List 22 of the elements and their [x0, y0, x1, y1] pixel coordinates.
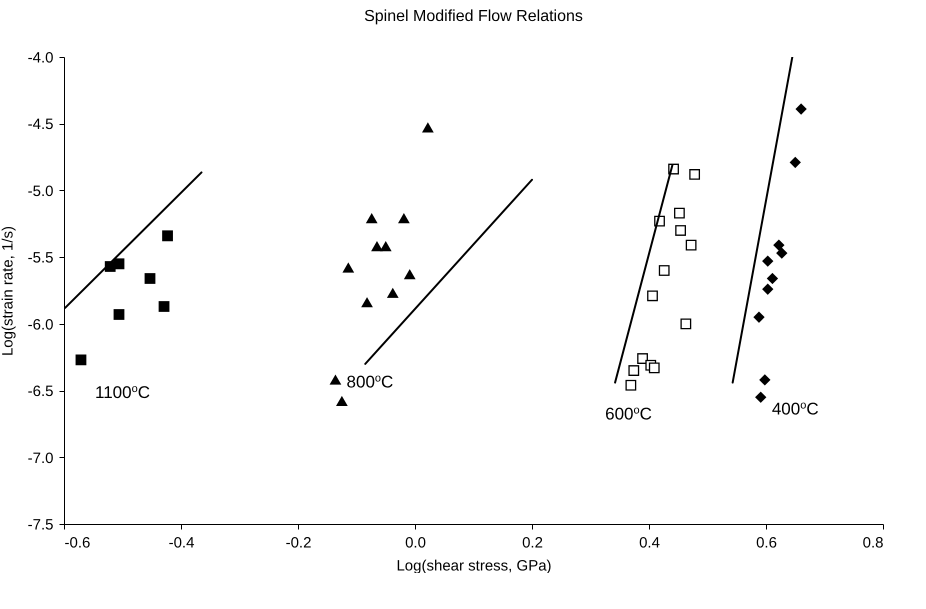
x-tick-label: 0.0 [405, 534, 426, 552]
annotation: 600$^{o}$C [605, 404, 652, 424]
annotation: 1100$^{o}$C [95, 383, 150, 402]
y-tick-label: -6.0 [28, 316, 54, 334]
x-tick-label: 0.6 [756, 534, 777, 552]
chart-title: Spinel Modified Flow Relations [364, 8, 583, 25]
x-tick-label: -0.2 [286, 534, 312, 552]
y-tick-label: -4.0 [28, 50, 54, 66]
y-tick-label: -7.5 [28, 516, 54, 534]
y-tick-label: -5.5 [28, 250, 54, 267]
x-tick-label: 0.8 [862, 534, 884, 552]
annotation: 800$^{o}$C [346, 372, 394, 392]
x-tick-label: 0.4 [639, 534, 660, 552]
y-tick-label: -5.0 [28, 182, 54, 200]
y-axis-title: Log(strain rate, 1/s) [0, 226, 17, 356]
y-tick-label: -7.0 [28, 450, 54, 467]
annotation: 400$^{o}$C [772, 399, 819, 418]
x-tick-label: -0.6 [64, 534, 90, 552]
y-tick-label: -6.5 [28, 383, 54, 400]
x-tick-label: 0.2 [522, 534, 543, 552]
y-tick-label: -4.5 [28, 116, 54, 134]
x-tick-label: -0.4 [168, 534, 194, 552]
